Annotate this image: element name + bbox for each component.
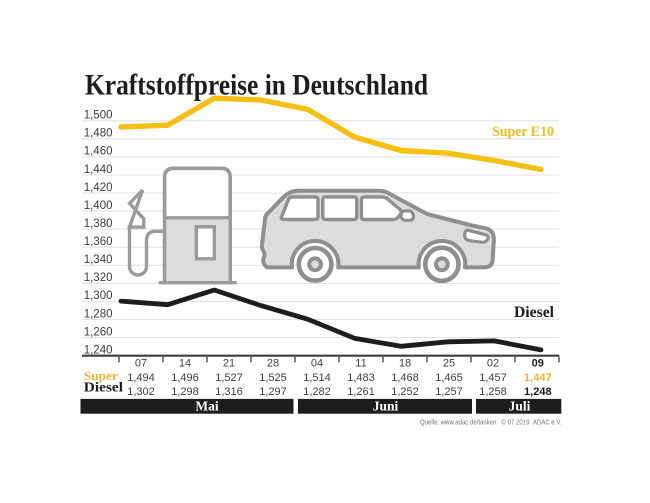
svg-text:28: 28	[267, 358, 279, 370]
svg-text:21: 21	[223, 358, 235, 370]
svg-text:Diesel: Diesel	[84, 379, 123, 394]
svg-text:1,252: 1,252	[391, 386, 419, 398]
svg-text:1,248: 1,248	[524, 386, 552, 398]
svg-text:Quelle: www.adac.de/tanken ©: Quelle: www.adac.de/tanken © 07.2019 ADA…	[420, 418, 562, 427]
svg-text:1,480: 1,480	[84, 128, 113, 140]
svg-text:1,282: 1,282	[303, 386, 331, 398]
svg-text:1,447: 1,447	[524, 372, 552, 384]
svg-text:1,496: 1,496	[171, 372, 199, 384]
svg-text:Kraftstoffpreise in Deutschlan: Kraftstoffpreise in Deutschland	[85, 69, 428, 102]
svg-text:1,494: 1,494	[127, 372, 155, 384]
svg-text:1,302: 1,302	[127, 386, 155, 398]
svg-text:11: 11	[355, 358, 366, 370]
svg-text:25: 25	[443, 358, 455, 370]
svg-text:1,261: 1,261	[347, 386, 375, 398]
svg-text:1,440: 1,440	[84, 164, 113, 176]
svg-text:1,460: 1,460	[84, 146, 113, 158]
svg-text:1,300: 1,300	[84, 290, 113, 302]
svg-text:Diesel: Diesel	[514, 304, 555, 321]
svg-text:Mai: Mai	[195, 399, 218, 414]
svg-text:1,457: 1,457	[479, 372, 507, 384]
svg-text:18: 18	[399, 358, 411, 370]
svg-text:1,297: 1,297	[259, 386, 287, 398]
svg-text:02: 02	[487, 358, 499, 370]
svg-text:1,420: 1,420	[84, 182, 113, 194]
svg-text:Super E10: Super E10	[492, 124, 554, 140]
svg-text:Super: Super	[84, 369, 118, 383]
svg-text:1,258: 1,258	[479, 386, 507, 398]
svg-text:07: 07	[135, 358, 147, 370]
svg-text:1,316: 1,316	[215, 386, 243, 398]
svg-text:1,298: 1,298	[171, 386, 199, 398]
svg-text:09: 09	[532, 358, 544, 370]
svg-text:1,483: 1,483	[347, 372, 375, 384]
svg-text:1,260: 1,260	[84, 326, 113, 338]
svg-text:1,240: 1,240	[84, 345, 113, 357]
svg-text:04: 04	[311, 358, 323, 370]
svg-text:1,400: 1,400	[84, 200, 113, 212]
svg-text:1,514: 1,514	[303, 372, 331, 384]
svg-text:1,360: 1,360	[84, 236, 113, 248]
svg-text:1,257: 1,257	[435, 386, 463, 398]
svg-text:1,500: 1,500	[84, 110, 113, 122]
svg-text:1,280: 1,280	[84, 308, 113, 320]
svg-text:1,320: 1,320	[84, 272, 113, 284]
svg-text:1,340: 1,340	[84, 254, 113, 266]
svg-text:1,468: 1,468	[391, 372, 419, 384]
svg-text:1,527: 1,527	[215, 372, 243, 384]
svg-text:1,525: 1,525	[259, 372, 287, 384]
svg-text:Juli: Juli	[509, 399, 531, 414]
svg-text:1,380: 1,380	[84, 218, 113, 230]
svg-text:14: 14	[179, 358, 191, 370]
svg-text:Juni: Juni	[373, 399, 399, 414]
svg-text:1,465: 1,465	[435, 372, 463, 384]
